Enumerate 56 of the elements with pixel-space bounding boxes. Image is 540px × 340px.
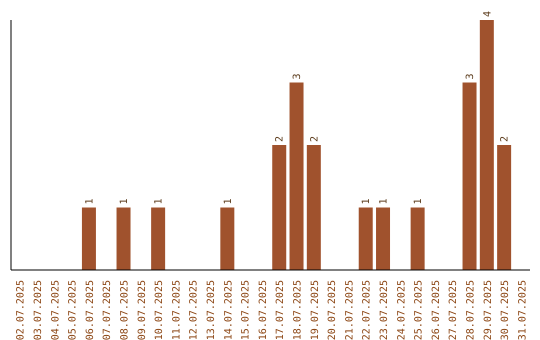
x-tick-label: 14.07.2025 xyxy=(223,280,234,340)
x-tick-label: 06.07.2025 xyxy=(84,280,96,340)
x-tick-label: 31.07.2025 xyxy=(517,280,528,340)
data-label: 2 xyxy=(309,136,320,142)
x-tick-label: 13.07.2025 xyxy=(206,280,217,340)
bar xyxy=(410,208,425,270)
bar xyxy=(220,208,234,270)
x-tick-label: 20.07.2025 xyxy=(327,280,338,340)
x-tick-label: 26.07.2025 xyxy=(430,280,442,340)
bar xyxy=(151,208,166,270)
data-label: 3 xyxy=(465,73,476,80)
x-tick-label: 21.07.2025 xyxy=(344,280,356,340)
data-label: 1 xyxy=(361,198,372,204)
bar xyxy=(358,208,373,270)
x-tick-label: 25.07.2025 xyxy=(414,280,425,340)
x-tick-label: 08.07.2025 xyxy=(119,280,130,340)
x-tick-label: 28.07.2025 xyxy=(465,280,476,340)
data-label: 1 xyxy=(154,198,165,204)
bar xyxy=(462,82,477,270)
bar xyxy=(116,208,131,270)
data-label: 1 xyxy=(378,198,390,204)
x-tick-label: 29.07.2025 xyxy=(482,280,494,340)
bar xyxy=(272,145,286,270)
data-label: 4 xyxy=(482,10,494,17)
x-tick-label: 03.07.2025 xyxy=(32,280,44,340)
x-tick-label: 23.07.2025 xyxy=(378,280,390,340)
x-tick-label: 10.07.2025 xyxy=(154,280,166,340)
data-label: 1 xyxy=(119,198,130,204)
data-label: 1 xyxy=(413,198,424,204)
bar xyxy=(497,145,512,270)
x-tick-label: 05.07.2025 xyxy=(68,280,79,340)
bar xyxy=(376,208,390,270)
data-label: 3 xyxy=(292,73,304,80)
bar xyxy=(306,145,321,270)
bar xyxy=(82,208,96,270)
x-tick-label: 15.07.2025 xyxy=(240,280,252,340)
data-label: 2 xyxy=(274,136,286,142)
bar xyxy=(290,82,304,270)
x-tick-label: 02.07.2025 xyxy=(16,280,27,340)
data-label: 1 xyxy=(222,198,234,204)
x-tick-label: 24.07.2025 xyxy=(396,280,408,340)
data-label: 2 xyxy=(500,136,511,142)
x-tick-label: 27.07.2025 xyxy=(448,280,460,340)
x-tick-label: 17.07.2025 xyxy=(275,280,286,340)
x-tick-label: 04.07.2025 xyxy=(50,280,62,340)
data-label: 1 xyxy=(84,198,96,204)
x-tick-label: 07.07.2025 xyxy=(102,280,114,340)
x-tick-label: 19.07.2025 xyxy=(310,280,321,340)
x-tick-label: 16.07.2025 xyxy=(258,280,269,340)
x-tick-label: 11.07.2025 xyxy=(171,280,182,340)
x-tick-label: 18.07.2025 xyxy=(292,280,304,340)
x-tick-label: 30.07.2025 xyxy=(500,280,512,340)
x-tick-label: 22.07.2025 xyxy=(362,280,373,340)
x-tick-label: 09.07.2025 xyxy=(136,280,148,340)
x-tick-label: 12.07.2025 xyxy=(188,280,200,340)
bar xyxy=(480,20,494,270)
